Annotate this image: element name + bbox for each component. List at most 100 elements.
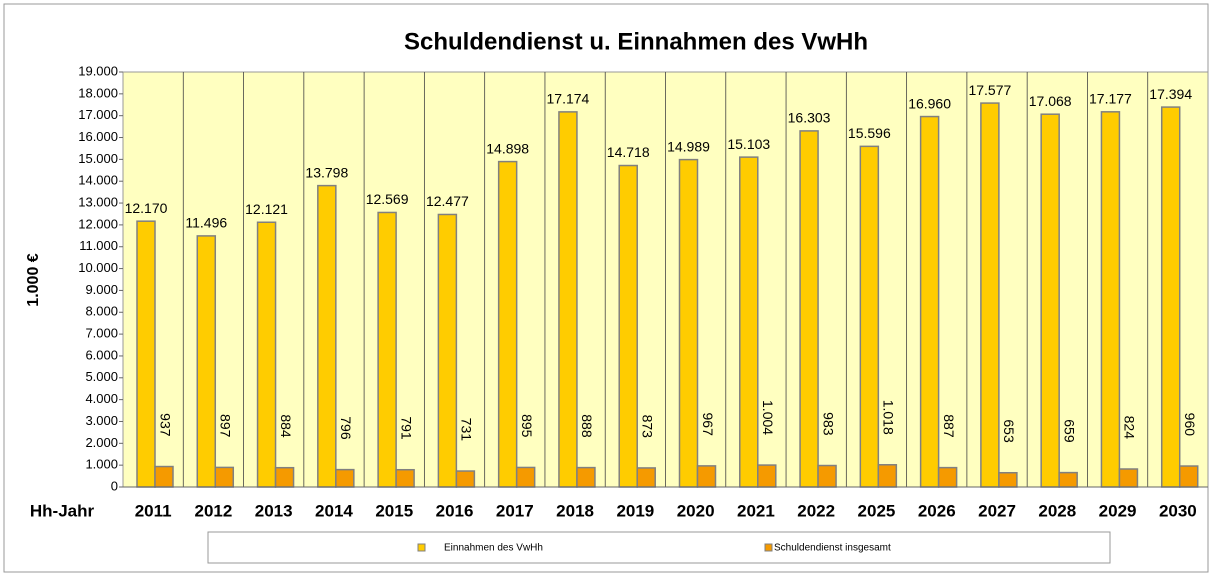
y-tick-label: 18.000 <box>78 85 118 100</box>
y-tick-label: 16.000 <box>78 129 118 144</box>
y-tick-label: 13.000 <box>78 194 118 209</box>
value-label: 14.898 <box>486 140 529 156</box>
y-tick-label: 2.000 <box>85 435 118 450</box>
value-label: 884 <box>278 414 294 438</box>
bar <box>618 164 638 488</box>
bar <box>1040 113 1060 488</box>
y-tick-label: 0 <box>111 478 118 493</box>
value-label: 17.177 <box>1089 91 1132 107</box>
value-label: 659 <box>1061 419 1077 443</box>
bar <box>335 468 355 488</box>
value-label: 12.170 <box>125 200 168 216</box>
bar <box>515 466 536 488</box>
value-label: 17.577 <box>968 82 1011 98</box>
y-axis-label: 1.000 € <box>25 253 42 306</box>
bar <box>437 213 458 488</box>
value-label: 1.004 <box>760 400 776 435</box>
value-label: 895 <box>519 414 535 438</box>
x-tick-label: 2015 <box>375 501 413 520</box>
value-label: 983 <box>820 412 836 436</box>
bar <box>497 160 518 488</box>
value-label: 937 <box>157 413 173 437</box>
x-tick-label: 2028 <box>1038 501 1076 520</box>
bar <box>395 468 415 488</box>
y-tick-label: 14.000 <box>78 173 118 188</box>
value-label: 16.960 <box>908 95 951 111</box>
bar <box>998 471 1018 488</box>
y-tick-label: 12.000 <box>78 216 118 231</box>
x-tick-label: 2014 <box>315 501 353 520</box>
y-tick-label: 9.000 <box>85 282 118 297</box>
y-tick-label: 7.000 <box>85 326 118 341</box>
value-label: 888 <box>579 414 595 438</box>
value-label: 796 <box>338 416 354 440</box>
legend-swatch <box>764 543 773 552</box>
value-label: 873 <box>640 415 656 439</box>
bar <box>274 466 295 488</box>
value-label: 887 <box>941 414 957 438</box>
x-tick-label: 2020 <box>677 501 715 520</box>
bar <box>136 220 156 488</box>
bar <box>817 464 837 488</box>
value-label: 731 <box>459 418 475 442</box>
value-label: 17.068 <box>1029 93 1072 109</box>
value-label: 653 <box>1001 419 1017 443</box>
value-label: 11.496 <box>185 215 227 231</box>
bar <box>558 111 578 488</box>
bar <box>980 102 1000 488</box>
value-label: 14.989 <box>667 138 710 154</box>
legend <box>207 531 1111 564</box>
value-label: 791 <box>398 416 414 440</box>
x-tick-label: 2017 <box>496 501 534 520</box>
x-tick-label: 2011 <box>135 501 172 520</box>
bar <box>1178 465 1199 488</box>
x-tick-label: 2027 <box>978 501 1016 520</box>
x-axis-label: Hh-Jahr <box>30 501 95 520</box>
x-tick-label: 2021 <box>737 501 775 520</box>
y-tick-label: 1.000 <box>85 457 118 472</box>
bar <box>799 130 819 488</box>
value-label: 17.394 <box>1149 86 1192 102</box>
x-tick-label: 2019 <box>616 501 654 520</box>
x-tick-label: 2022 <box>797 501 835 520</box>
value-label: 17.174 <box>547 91 590 107</box>
chart-title: Schuldendienst u. Einnahmen des VwHh <box>404 28 868 55</box>
bar <box>377 211 397 488</box>
y-tick-label: 4.000 <box>85 391 118 406</box>
bar <box>696 465 717 488</box>
bar <box>937 466 958 488</box>
value-label: 12.569 <box>366 191 409 207</box>
y-tick-label: 5.000 <box>85 369 118 384</box>
bar <box>256 221 277 488</box>
y-tick-label: 19.000 <box>78 63 118 78</box>
y-tick-label: 15.000 <box>78 151 118 166</box>
bar <box>214 466 235 488</box>
x-tick-label: 2016 <box>436 501 474 520</box>
value-label: 12.121 <box>245 201 288 217</box>
bar <box>1118 468 1139 488</box>
value-label: 897 <box>218 414 234 438</box>
value-label: 1.018 <box>881 400 897 435</box>
bar <box>196 235 217 488</box>
bar <box>678 158 699 488</box>
bar <box>877 464 898 488</box>
value-label: 14.718 <box>607 144 650 160</box>
x-tick-label: 2018 <box>556 501 594 520</box>
bar <box>739 156 759 488</box>
bar <box>919 115 940 488</box>
value-label: 15.596 <box>848 125 891 141</box>
y-tick-label: 6.000 <box>85 347 118 362</box>
bar <box>455 470 476 488</box>
bar <box>757 464 777 488</box>
bar <box>859 145 880 488</box>
value-label: 12.477 <box>426 193 469 209</box>
bar <box>1100 111 1121 488</box>
x-tick-label: 2025 <box>858 501 896 520</box>
bar <box>636 467 656 488</box>
y-tick-label: 11.000 <box>79 238 118 253</box>
bar <box>154 465 174 488</box>
y-tick-label: 8.000 <box>85 304 118 319</box>
bar <box>317 184 337 488</box>
value-label: 16.303 <box>788 110 831 126</box>
